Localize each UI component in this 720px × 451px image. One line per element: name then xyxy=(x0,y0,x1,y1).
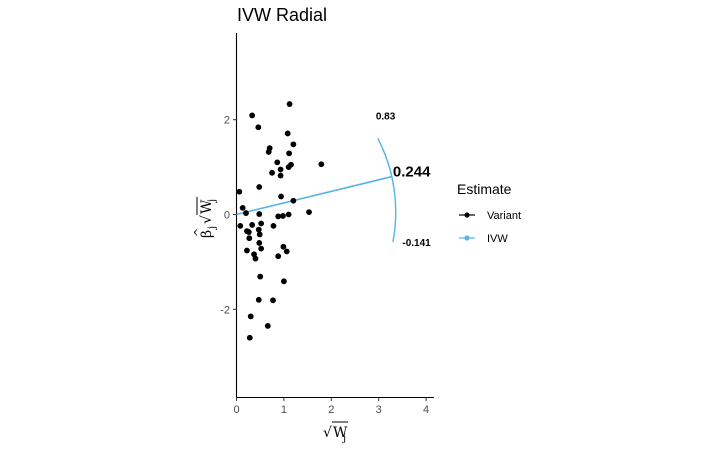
variant-point xyxy=(270,222,277,229)
variant-point xyxy=(284,130,291,137)
variant-point xyxy=(286,101,293,107)
legend: Estimate Variant IVW xyxy=(457,181,521,245)
variant-point xyxy=(270,297,276,304)
svg-text:j: j xyxy=(207,226,218,230)
variant-point xyxy=(306,209,312,216)
variant-point xyxy=(258,220,265,227)
variant-point xyxy=(277,166,284,173)
legend-key-dot xyxy=(464,212,470,218)
x-tick-label: 3 xyxy=(376,404,382,416)
x-axis-ticks: 0 1 2 3 4 xyxy=(233,397,429,416)
variant-point xyxy=(277,172,284,179)
legend-label: IVW xyxy=(487,233,508,245)
svg-text:^: ^ xyxy=(192,228,205,237)
x-tick-label: 4 xyxy=(423,404,429,416)
variant-point xyxy=(269,169,275,176)
estimate-annotation: 0.83 xyxy=(376,112,396,123)
plot-area: 0 1 2 3 4 -2 0 2 0.244 0.83 -0.141 xyxy=(220,33,434,416)
chart-title: IVW Radial xyxy=(237,5,327,25)
ivw-arc xyxy=(377,137,397,243)
variant-point xyxy=(255,226,262,233)
variant-point xyxy=(243,210,249,216)
variant-point xyxy=(236,188,243,195)
variant-point xyxy=(255,296,262,303)
variant-point xyxy=(265,149,272,155)
variant-point xyxy=(257,273,264,280)
svg-text:j: j xyxy=(342,433,346,444)
y-tick-label: -2 xyxy=(220,304,230,316)
variant-point xyxy=(280,213,286,219)
svg-text:√: √ xyxy=(199,215,215,224)
variant-point xyxy=(285,164,292,171)
x-tick-label: 2 xyxy=(328,404,334,416)
variant-point xyxy=(239,204,246,211)
variant-point xyxy=(285,211,292,218)
ivw-line xyxy=(236,175,393,216)
variant-point xyxy=(256,240,263,246)
variant-point xyxy=(255,124,262,131)
variant-point xyxy=(256,231,263,238)
variant-point xyxy=(247,313,254,320)
svg-text:W: W xyxy=(199,199,215,214)
variant-point xyxy=(275,213,282,220)
variant-points xyxy=(236,101,325,341)
legend-item-ivw: IVW xyxy=(459,233,508,245)
variant-point xyxy=(249,222,256,228)
variant-point xyxy=(246,334,253,341)
variant-point xyxy=(249,112,256,119)
variant-point xyxy=(256,184,263,190)
svg-text:β: β xyxy=(199,230,215,238)
estimate-annotation: -0.141 xyxy=(402,238,431,249)
variant-point xyxy=(280,243,287,250)
variant-point xyxy=(246,235,253,242)
variant-point xyxy=(290,197,297,204)
variant-point xyxy=(256,211,263,217)
legend-label: Variant xyxy=(487,210,521,222)
variant-point xyxy=(275,253,282,260)
variant-point xyxy=(244,247,250,254)
svg-text:j: j xyxy=(207,199,218,203)
variant-point xyxy=(264,322,271,329)
x-tick-label: 0 xyxy=(233,404,239,416)
ivw-estimate-layer xyxy=(236,137,397,243)
variant-point xyxy=(237,222,244,229)
annotations: 0.244 0.83 -0.141 xyxy=(376,112,431,249)
variant-point xyxy=(318,161,325,168)
legend-key-dot xyxy=(464,235,470,241)
variant-point xyxy=(252,255,259,262)
variant-point xyxy=(245,229,252,235)
estimate-annotation: 0.244 xyxy=(393,164,431,181)
variant-point xyxy=(258,245,265,252)
svg-text:√: √ xyxy=(323,425,332,441)
legend-item-variant: Variant xyxy=(459,210,521,222)
x-tick-label: 1 xyxy=(281,404,287,416)
variant-point xyxy=(278,193,284,200)
y-tick-label: 2 xyxy=(224,115,230,127)
variant-point xyxy=(281,278,287,285)
x-axis-title: √ W j xyxy=(323,421,348,444)
variant-point xyxy=(290,141,297,148)
variant-point xyxy=(283,248,290,255)
variant-point xyxy=(274,159,281,166)
y-tick-label: 0 xyxy=(224,210,230,222)
variant-point xyxy=(286,150,293,157)
y-axis-ticks: -2 0 2 xyxy=(220,115,237,316)
svg-text:W: W xyxy=(333,425,348,441)
y-axis-title: β ^ j √ W j xyxy=(192,197,218,238)
legend-title: Estimate xyxy=(457,181,512,197)
